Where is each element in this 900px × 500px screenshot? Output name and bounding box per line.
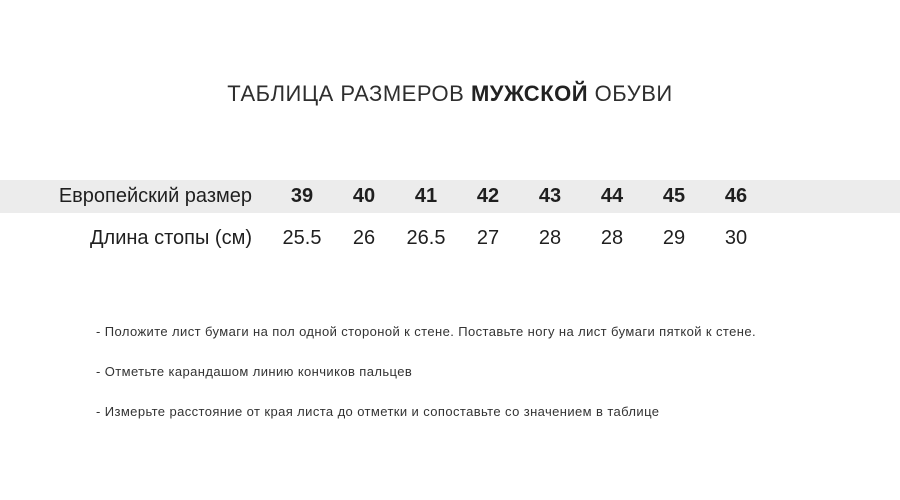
eu-size-cell: 40	[352, 185, 376, 207]
size-table: Европейский размер 39 40 41 42 43 44 45 …	[0, 180, 900, 263]
foot-length-cell: 26.5	[406, 226, 446, 249]
foot-length-cell: 26	[352, 226, 376, 249]
table-row-eu-size: Европейский размер 39 40 41 42 43 44 45 …	[0, 180, 900, 213]
foot-length-cell: 30	[724, 226, 748, 249]
table-row-foot-length: Длина стопы (см) 25.5 26 26.5 27 28 28 2…	[0, 213, 900, 263]
eu-size-cell: 45	[662, 185, 686, 207]
foot-length-cell: 25.5	[282, 226, 322, 249]
row-label-foot-length: Длина стопы (см)	[89, 226, 252, 249]
foot-length-cell: 29	[662, 226, 686, 249]
eu-size-cell: 41	[414, 185, 438, 207]
foot-length-cell: 28	[538, 226, 562, 249]
measurement-instructions: - Положите лист бумаги на пол одной стор…	[96, 325, 860, 445]
eu-size-cell: 39	[290, 185, 314, 207]
instruction-item: - Отметьте карандашом линию кончиков пал…	[96, 364, 413, 379]
foot-length-cell: 27	[476, 226, 500, 249]
eu-size-cell: 43	[538, 185, 562, 207]
row-label-eu-size: Европейский размер	[58, 185, 252, 207]
page-title-prefix: ТАБЛИЦА РАЗМЕРОВ	[227, 81, 465, 106]
page-title-suffix: ОБУВИ	[594, 81, 673, 106]
eu-size-cell: 42	[476, 185, 500, 207]
page-title-highlight: МУЖСКОЙ	[470, 81, 589, 106]
foot-length-cell: 28	[600, 226, 624, 249]
page-title: ТАБЛИЦА РАЗМЕРОВ МУЖСКОЙ ОБУВИ	[0, 81, 900, 106]
instruction-item: - Положите лист бумаги на пол одной стор…	[96, 324, 756, 339]
eu-size-cell: 44	[600, 185, 624, 207]
instruction-item: - Измерьте расстояние от края листа до о…	[96, 404, 660, 419]
eu-size-cell: 46	[724, 185, 748, 207]
